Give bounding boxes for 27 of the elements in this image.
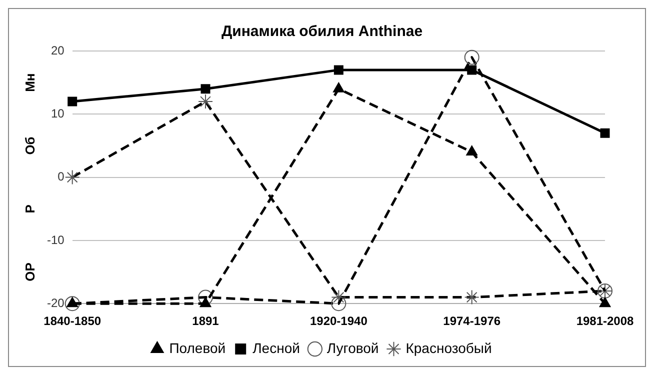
y-tick-label: 10: [50, 106, 65, 120]
y-tick-label: 20: [50, 43, 65, 58]
point: [200, 84, 210, 94]
text: ОР: [22, 262, 38, 282]
text: Мн: [22, 73, 38, 92]
y-tick-label: -10: [47, 232, 65, 247]
legend-label: Краснозобый: [406, 340, 492, 356]
x-tick-label: 1981-2008: [576, 314, 634, 328]
x-tick-label: 1840-1850: [44, 314, 102, 328]
legend-label: Полевой: [169, 340, 226, 356]
point: [467, 65, 477, 75]
text: Р: [22, 204, 38, 214]
chart-title: Динамика обилия Anthinae: [221, 23, 423, 40]
y-tick-label: 0: [58, 170, 65, 184]
point: [600, 128, 610, 138]
point: [466, 146, 478, 156]
point: [334, 65, 344, 75]
x-tick-label: 1920-1940: [310, 314, 368, 328]
point: [200, 297, 212, 308]
legend-label: Луговой: [326, 340, 379, 356]
point: [68, 96, 78, 106]
y-tick-label: -20: [47, 296, 65, 310]
legend-label: Лесной: [252, 340, 300, 356]
x-tick-label: 1974-1976: [443, 314, 501, 328]
point: [599, 297, 611, 308]
text: Об: [22, 136, 38, 155]
x-tick-label: 1891: [192, 314, 220, 328]
